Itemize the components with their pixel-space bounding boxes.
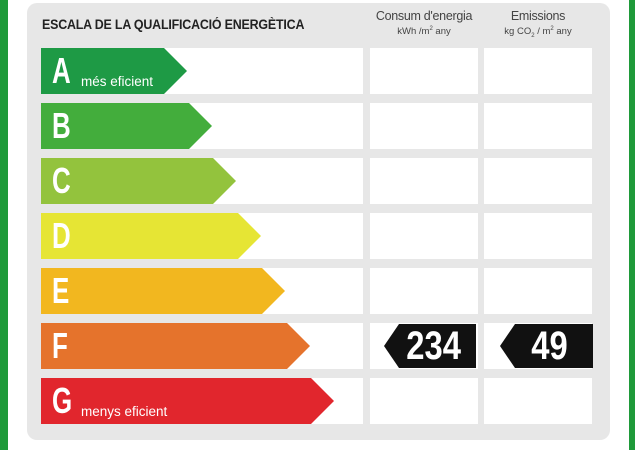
class-letter-c: C: [52, 160, 71, 201]
consum-rating-badge: 234: [384, 324, 476, 368]
emissions-cell-d: [484, 213, 592, 259]
consum-header-label: Consum d'energia: [375, 9, 473, 23]
class-arrow-c: C: [41, 158, 236, 204]
class-arrow-e: E: [41, 268, 285, 314]
class-arrow-b: B: [41, 103, 212, 149]
emissions-header-label: Emissions: [510, 9, 566, 23]
emissions-cell-b: [484, 103, 592, 149]
emissions-cell-e: [484, 268, 592, 314]
scale-title: ESCALA DE LA QUALIFICACIÓ ENERGÈTICA: [42, 17, 305, 32]
consum-value: 234: [405, 324, 461, 368]
consum-cell-c: [370, 158, 478, 204]
consum-header: Consum d'energia kWh /m2 any: [370, 9, 478, 37]
class-letter-b: B: [52, 105, 71, 146]
class-caption-g: menys eficient: [81, 404, 168, 419]
emissions-rating-badge: 49: [500, 324, 593, 368]
class-letter-a: A: [52, 50, 71, 91]
consum-header-unit: kWh /m2 any: [397, 26, 451, 38]
consum-cell-b: [370, 103, 478, 149]
consum-cell-e: [370, 268, 478, 314]
class-letter-f: F: [52, 325, 68, 366]
class-letter-d: D: [52, 215, 71, 256]
class-caption-a: més eficient: [81, 74, 154, 89]
emissions-cell-a: [484, 48, 592, 94]
consum-cell-a: [370, 48, 478, 94]
class-arrow-f: F: [41, 323, 310, 369]
class-letter-g: G: [52, 380, 73, 421]
consum-cell-d: [370, 213, 478, 259]
emissions-cell-g: [484, 378, 592, 424]
emissions-value: 49: [531, 324, 569, 368]
emissions-header: Emissions kg CO2 / m2 any: [484, 9, 592, 39]
class-letter-e: E: [52, 270, 70, 311]
class-arrow-d: D: [41, 213, 261, 259]
emissions-cell-c: [484, 158, 592, 204]
consum-cell-g: [370, 378, 478, 424]
emissions-header-unit: kg CO2 / m2 any: [504, 26, 572, 40]
